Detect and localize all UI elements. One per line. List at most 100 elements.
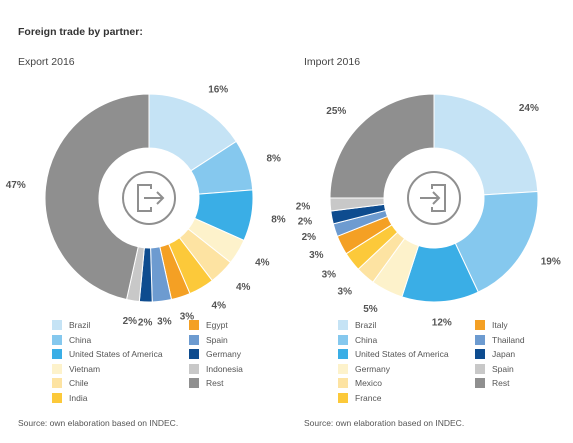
legend-item-italy: Italy bbox=[475, 320, 508, 330]
legend-label: Vietnam bbox=[69, 363, 101, 374]
legend-item-germany: Germany bbox=[189, 349, 241, 359]
slice-label-rest: 25% bbox=[326, 106, 346, 117]
legend-label: China bbox=[69, 334, 92, 345]
slice-label-brazil: 24% bbox=[519, 103, 539, 114]
legend-swatch bbox=[52, 363, 62, 374]
legend-label: France bbox=[355, 392, 382, 403]
import-arrow-icon bbox=[407, 171, 461, 225]
legend-swatch bbox=[52, 392, 62, 403]
legend-label: Germany bbox=[355, 363, 390, 374]
legend-item-egypt: Egypt bbox=[189, 320, 228, 330]
legend-swatch bbox=[52, 378, 62, 388]
slice-label-spain: 3% bbox=[157, 317, 172, 328]
legend-item-rest: Rest bbox=[475, 378, 509, 388]
export-chart-subtitle: Export 2016 bbox=[18, 56, 75, 68]
slice-label-vietnam: 4% bbox=[255, 258, 270, 269]
import-donut-chart: 24%19%12%5%3%3%3%2%2%2%25% bbox=[296, 93, 561, 328]
legend-label: Indonesia bbox=[206, 363, 243, 374]
legend-swatch bbox=[189, 320, 199, 330]
legend-item-germany: Germany bbox=[338, 363, 390, 374]
legend-swatch bbox=[475, 320, 485, 330]
legend-label: Egypt bbox=[206, 320, 228, 330]
slice-rest bbox=[44, 93, 150, 301]
slice-label-italy: 3% bbox=[309, 250, 324, 261]
slice-label-thailand: 2% bbox=[302, 232, 317, 243]
legend-swatch bbox=[189, 334, 199, 345]
legend-label: Brazil bbox=[69, 320, 91, 330]
legend-label: Chile bbox=[69, 378, 89, 388]
slice-rest bbox=[329, 93, 435, 199]
legend-item-france: France bbox=[338, 392, 382, 403]
slice-brazil bbox=[433, 93, 539, 196]
legend-label: Spain bbox=[206, 334, 228, 345]
legend-label: Thailand bbox=[492, 334, 525, 345]
import-source-note: Source: own elaboration based on INDEC. bbox=[304, 418, 465, 428]
legend-swatch bbox=[338, 320, 348, 330]
legend-item-brazil: Brazil bbox=[52, 320, 90, 330]
legend-swatch bbox=[338, 363, 348, 374]
slice-label-brazil: 16% bbox=[208, 85, 228, 96]
legend-label: United States of America bbox=[355, 349, 449, 359]
export-arrow-icon bbox=[122, 171, 176, 225]
slice-label-mexico: 3% bbox=[338, 287, 353, 298]
legend-item-spain: Spain bbox=[189, 334, 228, 345]
legend-item-mexico: Mexico bbox=[338, 378, 382, 388]
legend-item-vietnam: Vietnam bbox=[52, 363, 101, 374]
legend-item-thailand: Thailand bbox=[475, 334, 525, 345]
legend-item-india: India bbox=[52, 392, 88, 403]
legend-swatch bbox=[338, 378, 348, 388]
legend-item-japan: Japan bbox=[475, 349, 515, 359]
legend-swatch bbox=[189, 349, 199, 359]
legend-label: Japan bbox=[492, 349, 516, 359]
slice-label-japan: 2% bbox=[298, 217, 313, 228]
legend-label: Brazil bbox=[355, 320, 377, 330]
legend-swatch bbox=[52, 334, 62, 345]
legend-item-rest: Rest bbox=[189, 378, 223, 388]
slice-label-germany: 2% bbox=[138, 317, 153, 328]
legend-label: China bbox=[355, 334, 378, 345]
legend-swatch bbox=[475, 378, 485, 388]
legend-item-united-states-of-america: United States of America bbox=[338, 349, 449, 359]
slice-label-rest: 47% bbox=[6, 180, 26, 191]
legend-swatch bbox=[475, 334, 485, 345]
legend-label: Rest bbox=[492, 378, 510, 388]
legend-swatch bbox=[189, 363, 199, 374]
legend-swatch bbox=[189, 378, 199, 388]
legend-item-chile: Chile bbox=[52, 378, 88, 388]
slice-label-spain: 2% bbox=[296, 201, 311, 212]
slice-label-india: 4% bbox=[212, 301, 227, 312]
slice-label-germany: 5% bbox=[363, 304, 378, 315]
legend-item-spain: Spain bbox=[475, 363, 514, 374]
legend-item-china: China bbox=[52, 334, 92, 345]
slice-label-united-states-of-america: 12% bbox=[432, 317, 452, 328]
export-source-note: Source: own elaboration based on INDEC. bbox=[18, 418, 179, 428]
legend-label: Rest bbox=[206, 378, 224, 388]
legend-swatch bbox=[475, 349, 485, 359]
export-legend: Brazil China United States of America Vietn… bbox=[52, 320, 302, 410]
export-donut-chart: 16% 8% 8% 4% 4% 4% 3% 3% 2%2% 47% bbox=[6, 85, 286, 329]
legend-label: Italy bbox=[492, 320, 508, 330]
slice-label-united-states-of-america: 8% bbox=[271, 215, 286, 226]
legend-label: Spain bbox=[492, 363, 514, 374]
legend-label: Mexico bbox=[355, 378, 382, 388]
slice-label-egypt: 3% bbox=[180, 312, 195, 323]
slice-label-china: 8% bbox=[266, 154, 281, 165]
legend-swatch bbox=[52, 349, 62, 359]
legend-label: India bbox=[69, 392, 88, 403]
slice-label-chile: 4% bbox=[236, 282, 251, 293]
legend-swatch bbox=[52, 320, 62, 330]
import-chart-subtitle: Import 2016 bbox=[304, 56, 361, 68]
legend-item-china: China bbox=[338, 334, 378, 345]
legend-swatch bbox=[475, 363, 485, 374]
legend-swatch bbox=[338, 334, 348, 345]
legend-label: Germany bbox=[206, 349, 241, 359]
slice-label-china: 19% bbox=[541, 257, 561, 268]
legend-label: United States of America bbox=[69, 349, 163, 359]
slice-label-indonesia: 2% bbox=[123, 316, 138, 327]
import-legend: Brazil China United States of America Germa… bbox=[338, 320, 573, 410]
legend-swatch bbox=[338, 392, 348, 403]
legend-item-united-states-of-america: United States of America bbox=[52, 349, 163, 359]
legend-item-brazil: Brazil bbox=[338, 320, 376, 330]
slice-label-france: 3% bbox=[322, 270, 337, 281]
figure-title: Foreign trade by partner: bbox=[18, 26, 143, 38]
